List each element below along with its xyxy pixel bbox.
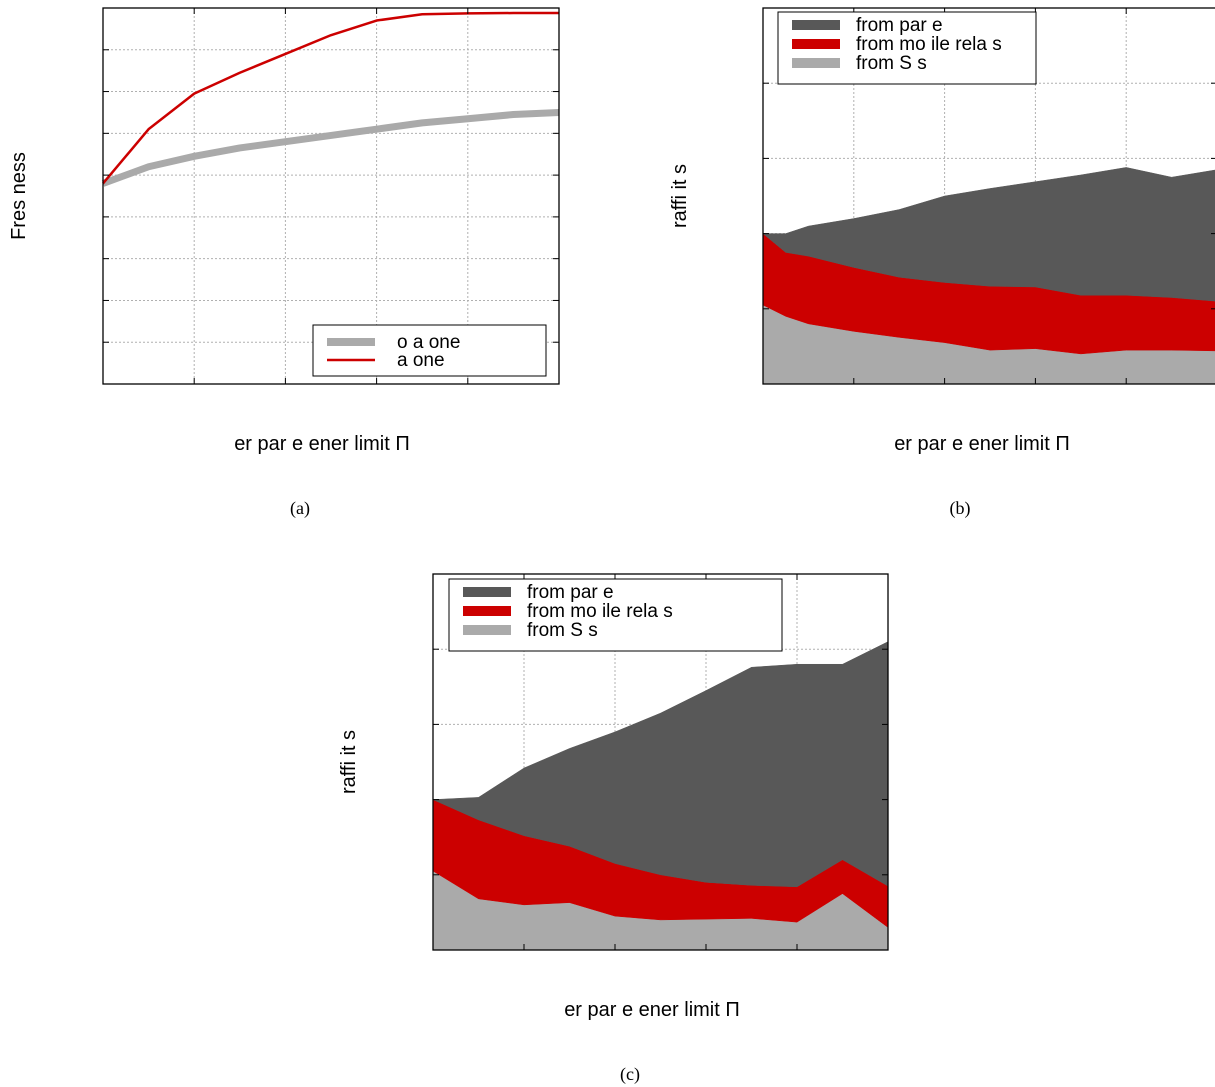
legend-swatch (792, 58, 840, 68)
legend-label: from par e (527, 582, 614, 603)
tick-marks (763, 8, 1215, 384)
x-axis-label: er par e ener limit Π (234, 433, 410, 455)
legend-label: from S s (527, 620, 598, 641)
legend-swatch (792, 39, 840, 49)
tick-marks (103, 8, 559, 384)
y-axis-label: raffi it s (338, 730, 360, 794)
tick-marks (433, 574, 888, 950)
y-axis-label: raffi it s (669, 164, 691, 228)
legend-label: from mo ile rela s (527, 601, 673, 622)
series-area-3 (762, 167, 1215, 302)
plot-area (432, 641, 889, 951)
x-axis-label: er par e ener limit Π (564, 999, 740, 1021)
subfigure-caption: (b) (950, 498, 971, 519)
series-line-1 (101, 108, 560, 187)
legend-swatch (792, 20, 840, 30)
plot-area (762, 167, 1215, 385)
legend-label: from S s (856, 53, 927, 74)
subfigure-caption: (c) (620, 1064, 640, 1085)
subfigure-caption: (a) (290, 498, 310, 519)
series-line-2 (102, 11, 559, 185)
plot-frame (762, 7, 1215, 385)
plot-frame (102, 7, 560, 385)
legend-swatch (463, 625, 511, 635)
legend-swatch (463, 587, 511, 597)
legend-label: from par e (856, 15, 943, 36)
legend-label: o a one (397, 332, 460, 353)
legend-label: a one (397, 350, 445, 371)
plot-frame (432, 573, 889, 951)
legend-swatch (327, 358, 375, 362)
legend-swatch (463, 606, 511, 616)
grid (103, 8, 559, 384)
x-axis-label: er par e ener limit Π (894, 433, 1070, 455)
legend-box (312, 324, 547, 377)
legend-label: from mo ile rela s (856, 34, 1002, 55)
legend-swatch (327, 338, 375, 346)
y-axis-label: Fres ness (8, 152, 30, 240)
plot-area (101, 11, 560, 187)
